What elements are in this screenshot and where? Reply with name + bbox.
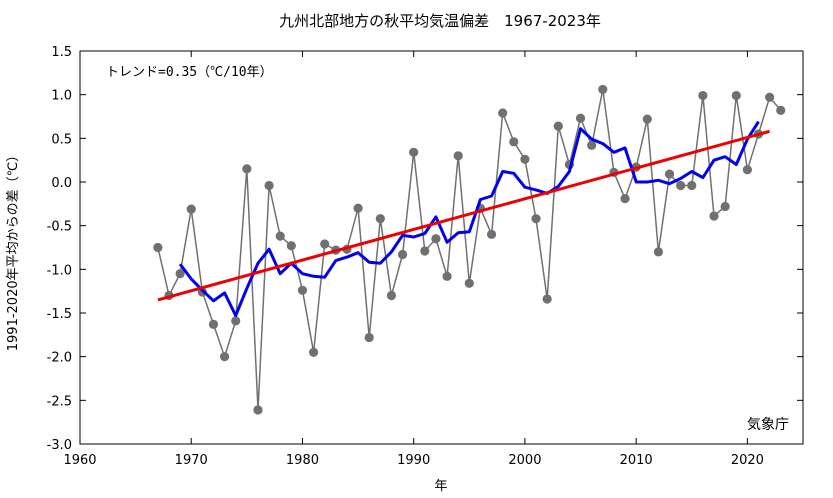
annual-data-point xyxy=(720,201,730,212)
x-axis: 1960 1970 1980 1990 2000 2010 2020 xyxy=(63,51,764,468)
x-axis-label: 年 xyxy=(434,479,447,494)
x-tick-label: 2010 xyxy=(620,453,653,468)
chart-title: 九州北部地方の秋平均気温偏差 1967-2023年 xyxy=(279,12,601,30)
annual-data-point xyxy=(531,214,541,224)
annual-data-point xyxy=(286,241,296,251)
annual-data-point xyxy=(231,316,241,326)
series-layer xyxy=(153,84,786,415)
y-tick-label: 0.0 xyxy=(51,176,72,191)
annual-data-point xyxy=(486,229,497,239)
y-tick-label: -2.0 xyxy=(47,351,72,366)
annual-data-point xyxy=(253,405,263,415)
annual-data-point xyxy=(153,242,163,253)
annual-data-point xyxy=(464,278,474,288)
x-tick-label: 2000 xyxy=(508,453,541,468)
y-tick-label: -1.5 xyxy=(47,307,72,322)
trend-line xyxy=(157,129,770,302)
annual-data-point xyxy=(420,246,430,256)
x-tick-label: 1990 xyxy=(397,453,430,468)
y-tick-label: -1.0 xyxy=(47,263,72,278)
x-tick-label: 1970 xyxy=(175,453,208,468)
annual-data-point xyxy=(208,319,219,329)
annual-data-point xyxy=(375,214,385,224)
annual-data-point xyxy=(642,114,652,124)
y-tick-label: 1.5 xyxy=(51,45,72,60)
trend-note: トレンド=0.35（℃/10年） xyxy=(106,65,273,80)
annual-data-point xyxy=(553,121,563,131)
annual-series-line xyxy=(157,89,782,410)
y-tick-label: -2.5 xyxy=(47,394,72,409)
annual-data-point xyxy=(353,203,363,213)
annual-data-point xyxy=(264,180,274,191)
y-tick-label: -0.5 xyxy=(47,220,72,235)
annual-data-point xyxy=(308,347,319,357)
annual-data-point xyxy=(220,352,230,362)
annual-data-point xyxy=(442,271,452,281)
annual-data-point xyxy=(186,204,196,214)
annual-data-point xyxy=(575,113,586,123)
annual-data-point xyxy=(431,234,441,244)
annual-data-point xyxy=(509,137,519,147)
annual-data-point xyxy=(386,290,397,301)
annual-data-point xyxy=(653,247,664,257)
x-tick-label: 1960 xyxy=(63,453,96,468)
running-mean-line xyxy=(178,120,760,318)
annual-data-point xyxy=(297,285,308,295)
annual-data-point xyxy=(498,108,508,118)
annual-data-point xyxy=(664,169,675,179)
annual-data-point xyxy=(320,239,330,249)
annual-data-point xyxy=(409,147,419,157)
annual-data-point xyxy=(765,92,775,102)
plot-frame xyxy=(79,50,804,445)
annual-data-point xyxy=(776,105,786,115)
annual-data-point xyxy=(542,294,552,304)
annual-data-point xyxy=(742,165,752,175)
annual-data-point xyxy=(175,269,185,279)
annual-data-point xyxy=(587,140,597,150)
annual-data-point xyxy=(453,151,463,161)
y-axis: 1.5 1.0 0.5 0.0 -0.5 -1.0 -1.5 -2.0 -2.5 -3.0 xyxy=(47,45,803,453)
annual-data-point xyxy=(598,84,608,95)
annual-data-point xyxy=(687,180,697,191)
annual-data-point xyxy=(242,164,252,174)
annual-data-point xyxy=(676,180,686,191)
x-tick-label: 2020 xyxy=(731,453,764,468)
annual-data-point xyxy=(520,154,530,164)
annual-data-point xyxy=(364,332,374,343)
y-tick-label: 1.0 xyxy=(51,89,72,104)
y-tick-label: 0.5 xyxy=(51,132,72,147)
annual-data-point xyxy=(731,90,741,101)
annual-data-point xyxy=(397,249,408,260)
annual-data-point xyxy=(709,211,719,221)
x-tick-label: 1980 xyxy=(286,453,319,468)
annual-data-point xyxy=(620,193,630,204)
credit-label: 気象庁 xyxy=(747,417,789,433)
y-tick-label: -3.0 xyxy=(47,438,72,453)
y-axis-label: 1991-2020年平均からの差（℃） xyxy=(6,149,21,351)
annual-data-point xyxy=(698,90,708,101)
annual-data-point xyxy=(275,231,285,241)
